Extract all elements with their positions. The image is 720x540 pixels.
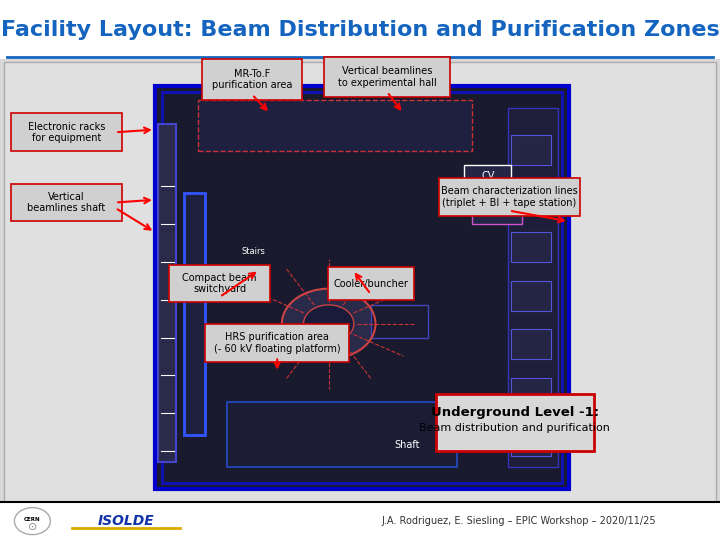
Text: Vertical beamlines
to experimental hall: Vertical beamlines to experimental hall [338, 66, 436, 88]
FancyBboxPatch shape [511, 184, 551, 213]
Text: Lift: Lift [241, 290, 254, 299]
Text: J.A. Rodriguez, E. Siesling – EPIC Workshop – 2020/11/25: J.A. Rodriguez, E. Siesling – EPIC Works… [381, 516, 656, 526]
FancyBboxPatch shape [464, 165, 511, 186]
FancyBboxPatch shape [371, 305, 428, 338]
Text: Cooler/buncher: Cooler/buncher [333, 279, 408, 288]
FancyBboxPatch shape [511, 281, 551, 310]
Circle shape [14, 508, 50, 535]
Text: HRS purification area
(- 60 kV floating platform): HRS purification area (- 60 kV floating … [214, 332, 341, 354]
Text: Beam characterization lines
(triplet + BI + tape station): Beam characterization lines (triplet + B… [441, 186, 577, 208]
Text: Stairs: Stairs [241, 247, 265, 255]
FancyBboxPatch shape [511, 378, 551, 408]
FancyBboxPatch shape [436, 394, 594, 451]
FancyBboxPatch shape [439, 178, 580, 216]
Text: ISOLDE: ISOLDE [98, 514, 154, 528]
FancyBboxPatch shape [227, 402, 457, 467]
Text: Facility Layout: Beam Distribution and Purification Zones: Facility Layout: Beam Distribution and P… [1, 19, 719, 40]
Circle shape [304, 305, 354, 343]
FancyBboxPatch shape [205, 324, 349, 362]
FancyBboxPatch shape [508, 108, 558, 467]
Text: CV: CV [482, 171, 495, 180]
Text: Underground Level -1:: Underground Level -1: [431, 406, 599, 419]
FancyBboxPatch shape [324, 57, 450, 97]
Circle shape [282, 289, 376, 359]
FancyBboxPatch shape [184, 193, 205, 435]
FancyBboxPatch shape [511, 135, 551, 165]
Text: Compact beam
switchyard: Compact beam switchyard [182, 273, 257, 294]
FancyBboxPatch shape [4, 62, 716, 502]
FancyBboxPatch shape [511, 427, 551, 456]
FancyBboxPatch shape [155, 86, 569, 489]
FancyBboxPatch shape [511, 232, 551, 262]
Text: MR-To.F
purification area: MR-To.F purification area [212, 69, 292, 91]
FancyBboxPatch shape [0, 0, 720, 59]
Text: ⊙: ⊙ [27, 522, 37, 531]
FancyBboxPatch shape [11, 113, 122, 151]
FancyBboxPatch shape [158, 124, 176, 462]
FancyBboxPatch shape [328, 267, 414, 300]
FancyBboxPatch shape [11, 184, 122, 221]
FancyBboxPatch shape [511, 329, 551, 359]
FancyBboxPatch shape [198, 100, 472, 151]
Text: Stairs: Stairs [485, 209, 509, 218]
Text: Vertical
beamlines shaft: Vertical beamlines shaft [27, 192, 106, 213]
FancyBboxPatch shape [472, 202, 522, 224]
Text: CERN: CERN [24, 517, 41, 522]
FancyBboxPatch shape [0, 502, 720, 540]
FancyBboxPatch shape [202, 59, 302, 100]
FancyBboxPatch shape [169, 265, 270, 302]
Text: Electronic racks
for equipment: Electronic racks for equipment [28, 122, 105, 143]
Text: Beam distribution and purification: Beam distribution and purification [419, 423, 611, 433]
Text: Shaft: Shaft [394, 441, 420, 450]
